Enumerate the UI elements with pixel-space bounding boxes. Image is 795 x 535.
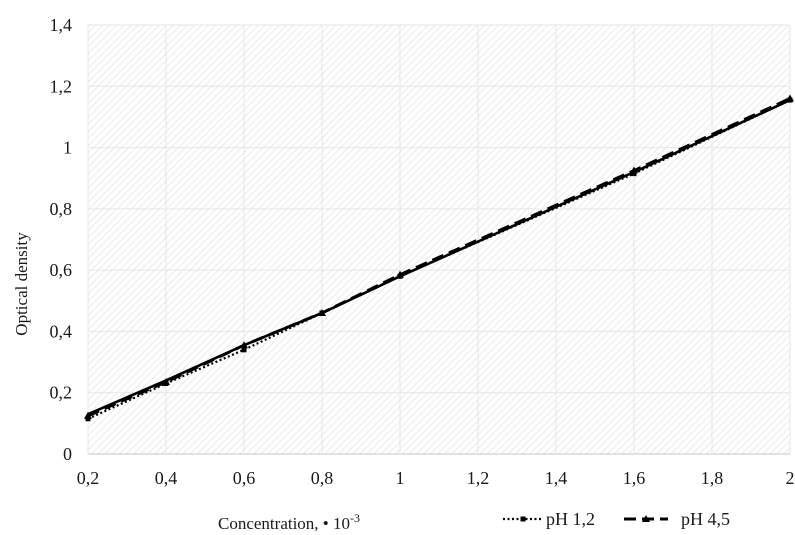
y-tick-label: 0 bbox=[63, 444, 72, 464]
x-tick-label: 0,6 bbox=[233, 468, 256, 488]
legend-label-ph45: pH 4,5 bbox=[681, 509, 730, 529]
x-tick-label: 0,2 bbox=[77, 468, 100, 488]
legend: pH 1,2 pH 4,5 bbox=[503, 509, 730, 529]
plot-area bbox=[88, 25, 790, 454]
data-point bbox=[241, 347, 247, 353]
series-fit-line bbox=[87, 98, 791, 416]
series-layer bbox=[84, 94, 794, 422]
x-axis-title-exponent: -3 bbox=[350, 511, 360, 525]
x-tick-labels: 0,2 0,4 0,6 0,8 1 1,2 1,4 1,6 1,8 2 bbox=[77, 468, 795, 488]
y-axis-title: Optical density bbox=[12, 232, 31, 336]
y-tick-label: 1,4 bbox=[50, 15, 73, 35]
x-axis-title-main: Concentration, • 10 bbox=[218, 514, 350, 533]
y-tick-labels: 0 0,2 0,4 0,6 0,8 1 1,2 1,4 bbox=[50, 15, 73, 464]
x-tick-label: 1 bbox=[396, 468, 405, 488]
data-point bbox=[84, 411, 92, 419]
x-tick-label: 1,6 bbox=[623, 468, 646, 488]
legend-marker-ph45 bbox=[642, 515, 650, 522]
legend-label-ph12: pH 1,2 bbox=[546, 509, 595, 529]
x-tick-label: 1,4 bbox=[545, 468, 568, 488]
data-point bbox=[631, 171, 637, 177]
y-tick-label: 0,2 bbox=[50, 383, 73, 403]
x-tick-label: 1,8 bbox=[701, 468, 724, 488]
legend-marker-ph12 bbox=[520, 516, 526, 522]
x-tick-label: 0,4 bbox=[155, 468, 178, 488]
y-tick-label: 0,6 bbox=[50, 260, 73, 280]
x-tick-label: 2 bbox=[786, 468, 795, 488]
y-tick-label: 1,2 bbox=[50, 76, 73, 96]
y-tick-label: 0,8 bbox=[50, 199, 73, 219]
y-tick-label: 0,4 bbox=[50, 321, 73, 341]
x-tick-label: 0,8 bbox=[311, 468, 334, 488]
y-tick-label: 1 bbox=[63, 138, 72, 158]
x-axis-title: Concentration, • 10-3 bbox=[218, 511, 360, 533]
grid-lines bbox=[87, 24, 791, 455]
x-tick-label: 1,2 bbox=[467, 468, 490, 488]
data-point bbox=[85, 416, 91, 422]
series-line bbox=[87, 98, 791, 416]
